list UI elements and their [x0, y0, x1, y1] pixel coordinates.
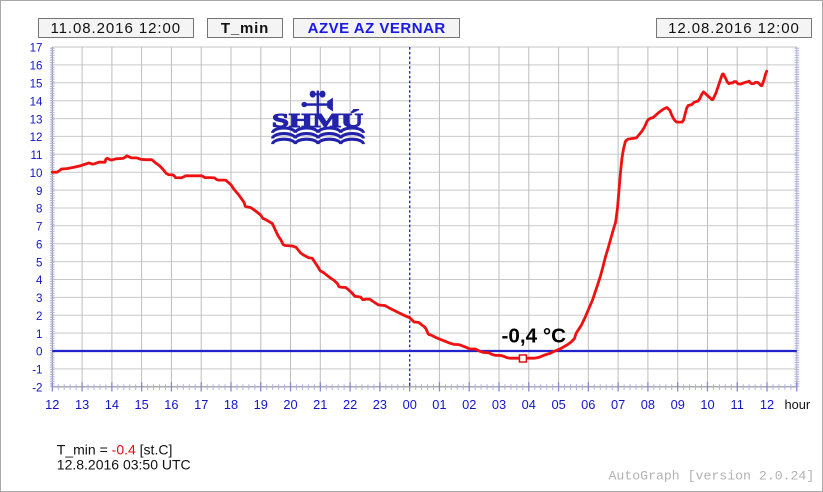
svg-text:12: 12	[760, 397, 774, 412]
svg-text:17: 17	[194, 397, 208, 412]
svg-text:15: 15	[30, 78, 43, 91]
svg-text:15: 15	[134, 397, 148, 412]
svg-text:09: 09	[671, 397, 685, 412]
svg-text:T_min = -0.4 [st.C]: T_min = -0.4 [st.C]	[57, 441, 173, 457]
svg-text:-1: -1	[32, 364, 42, 377]
svg-text:03: 03	[492, 397, 506, 412]
svg-text:0: 0	[36, 346, 42, 359]
svg-text:08: 08	[641, 397, 655, 412]
svg-text:14: 14	[105, 397, 119, 412]
svg-text:18: 18	[224, 397, 238, 412]
svg-text:4: 4	[36, 274, 43, 287]
svg-text:16: 16	[30, 60, 43, 73]
svg-text:5: 5	[36, 256, 42, 269]
svg-text:14: 14	[30, 95, 43, 108]
svg-text:2: 2	[36, 310, 42, 323]
svg-text:-2: -2	[32, 382, 42, 395]
svg-text:11: 11	[731, 397, 744, 412]
svg-text:04: 04	[522, 397, 536, 412]
svg-text:19: 19	[254, 397, 268, 412]
svg-text:12: 12	[30, 131, 43, 144]
svg-text:hour: hour	[785, 397, 811, 412]
svg-text:01: 01	[432, 397, 446, 412]
svg-text:13: 13	[30, 113, 43, 126]
svg-text:9: 9	[36, 185, 42, 198]
svg-text:07: 07	[611, 397, 625, 412]
svg-text:06: 06	[581, 397, 595, 412]
svg-text:-0,4 °C: -0,4 °C	[502, 325, 567, 348]
svg-text:1: 1	[36, 328, 42, 341]
svg-text:11: 11	[30, 149, 42, 162]
svg-text:6: 6	[36, 238, 42, 251]
svg-text:12.8.2016 03:50 UTC: 12.8.2016 03:50 UTC	[57, 456, 191, 472]
svg-text:22: 22	[343, 397, 357, 412]
svg-text:AutoGraph [version 2.0.24]: AutoGraph [version 2.0.24]	[609, 468, 815, 483]
svg-text:17: 17	[30, 42, 43, 55]
svg-text:7: 7	[36, 221, 42, 234]
svg-text:20: 20	[283, 397, 297, 412]
svg-text:12: 12	[45, 397, 59, 412]
svg-text:13: 13	[75, 397, 89, 412]
svg-text:16: 16	[164, 397, 178, 412]
svg-text:23: 23	[373, 397, 387, 412]
svg-text:05: 05	[551, 397, 565, 412]
svg-text:10: 10	[30, 167, 43, 180]
svg-text:10: 10	[700, 397, 714, 412]
svg-text:8: 8	[36, 203, 42, 216]
svg-text:3: 3	[36, 292, 42, 305]
svg-text:00: 00	[403, 397, 417, 412]
svg-text:02: 02	[462, 397, 476, 412]
svg-text:21: 21	[313, 397, 327, 412]
